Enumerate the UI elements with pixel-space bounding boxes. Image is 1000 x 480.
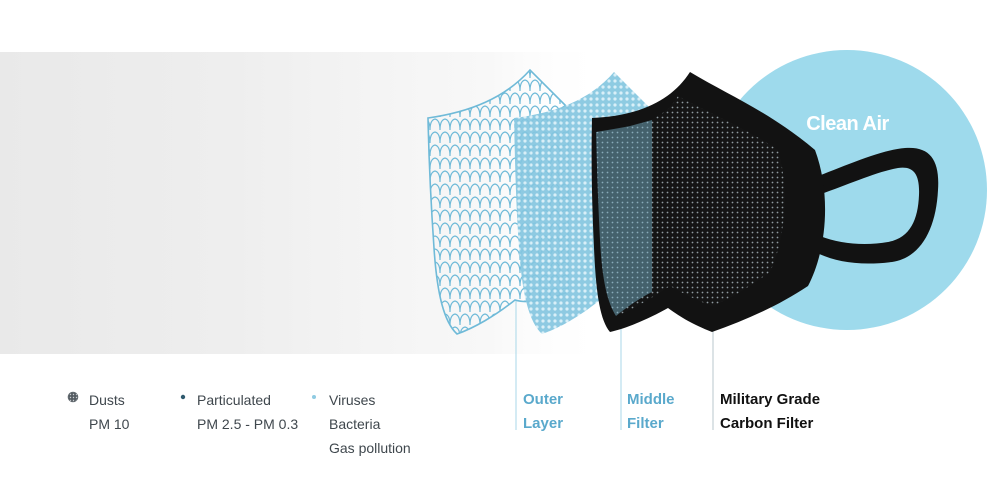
particulate-dot-icon xyxy=(180,394,186,400)
clean-air-label: Clean Air xyxy=(806,113,889,135)
legend-line: PM 2.5 - PM 0.3 xyxy=(197,416,299,432)
outer-layer-label: Outer Layer xyxy=(523,388,563,436)
ear-loop xyxy=(808,147,939,264)
carbon-filter-label: Military Grade Carbon Filter xyxy=(720,388,820,436)
middle-filter-label: Middle Filter xyxy=(627,388,675,436)
dust-dot-icon xyxy=(67,391,79,403)
virus-dot-icon xyxy=(312,395,316,399)
legend-line: Dusts xyxy=(89,392,125,408)
legend-line: Viruses xyxy=(329,392,376,408)
legend-line: Bacteria xyxy=(329,416,381,432)
label-line: Layer xyxy=(523,415,564,432)
label-line: Outer xyxy=(523,391,564,408)
legend-line: PM 10 xyxy=(89,416,130,432)
label-line: Carbon Filter xyxy=(720,415,814,432)
carbon-filter-layer xyxy=(591,72,939,332)
label-line: Filter xyxy=(627,415,664,432)
legend-item-dusts: Dusts PM 10 xyxy=(89,388,129,436)
legend-item-viruses: Viruses Bacteria Gas pollution xyxy=(329,388,411,460)
label-line: Middle xyxy=(627,391,675,408)
legend-item-particulated: Particulated PM 2.5 - PM 0.3 xyxy=(197,388,298,436)
label-line: Military Grade xyxy=(720,391,821,408)
legend-line: Gas pollution xyxy=(329,440,411,456)
legend-line: Particulated xyxy=(197,392,271,408)
